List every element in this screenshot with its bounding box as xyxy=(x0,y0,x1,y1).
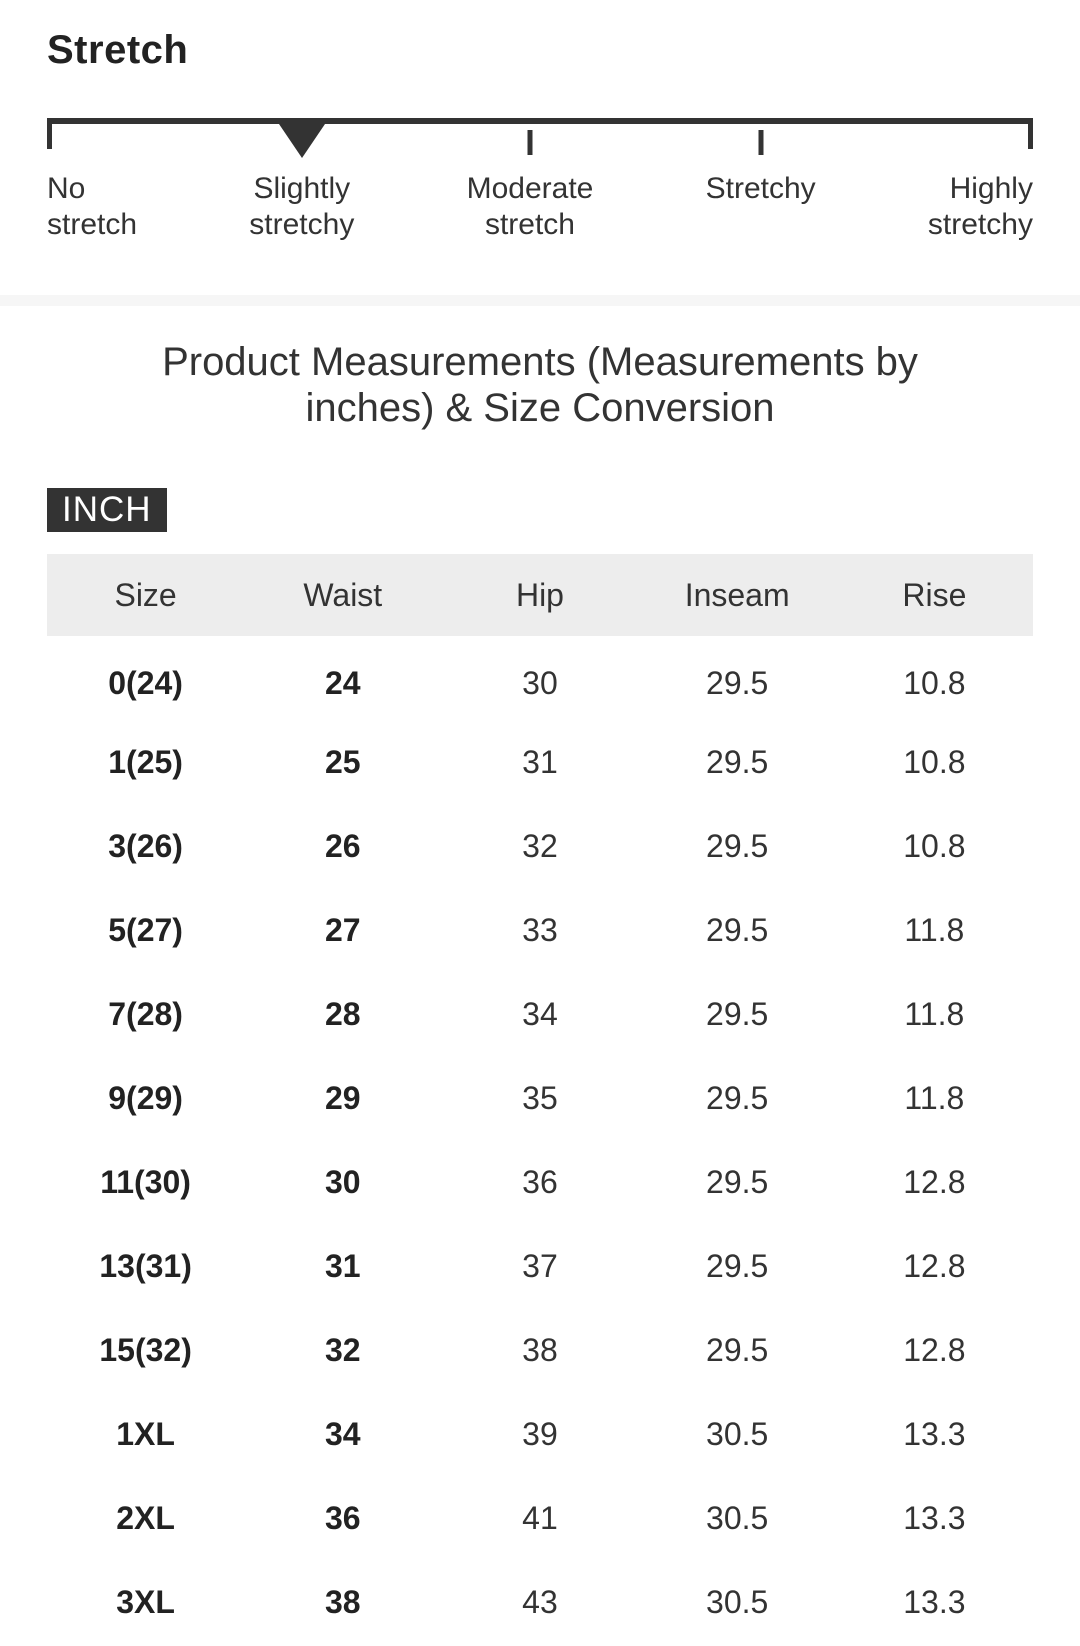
size-table-body: 0(24) 24 30 29.5 10.8 1(25) 25 31 29.5 10.8 3(26) 2… xyxy=(47,636,1033,1644)
measurement-cell: 30 xyxy=(522,664,558,701)
measurement-cell: 31 xyxy=(522,743,558,780)
stretch-heading: Stretch xyxy=(47,28,189,72)
measurement-cell: 34 xyxy=(522,995,558,1032)
size-table: Size Waist Hip Inseam Rise 0(24) 24 30 29.5 10.8… xyxy=(47,554,1033,1644)
measurement-cell: 37 xyxy=(522,1247,558,1284)
size-table-column-header: Inseam xyxy=(684,576,790,613)
measurement-cell: 24 xyxy=(324,664,361,701)
measurement-cell: 34 xyxy=(324,1415,361,1452)
measurement-cell: 12.8 xyxy=(903,1247,966,1284)
measurement-cell: 39 xyxy=(522,1415,558,1452)
measurement-cell: 38 xyxy=(324,1583,361,1620)
size-cell: 9(29) xyxy=(108,1079,183,1116)
size-table-row: 15(32) 32 38 29.5 12.8 xyxy=(47,1308,1033,1392)
measurement-cell: 31 xyxy=(324,1247,361,1284)
scale-left-end-tick xyxy=(47,118,52,149)
measurement-cell: 12.8 xyxy=(903,1163,966,1200)
measurement-cell: 11.8 xyxy=(904,1079,965,1116)
scale-right-end-tick xyxy=(1028,118,1033,149)
size-table-row: 3(26) 26 32 29.5 10.8 xyxy=(47,804,1033,888)
section-divider xyxy=(0,295,1080,306)
measurement-cell: 29.5 xyxy=(706,664,769,701)
stretch-scale: No stretch Slightly stretchy Moderate stre… xyxy=(47,118,1033,243)
size-table-row: 1XL 34 39 30.5 13.3 xyxy=(47,1392,1033,1476)
size-table-row: 0(24) 24 30 29.5 10.8 xyxy=(47,636,1033,720)
measurement-cell: 29.5 xyxy=(706,743,769,780)
size-cell: 1(25) xyxy=(108,743,183,780)
stretch-marker-triangle-icon xyxy=(278,124,325,158)
stretch-scale-bar xyxy=(47,118,1033,124)
measurement-cell: 27 xyxy=(324,911,361,948)
size-table-row: 5(27) 27 33 29.5 11.8 xyxy=(47,888,1033,972)
size-table-column-header: Rise xyxy=(902,576,967,613)
stretch-scale-labels: No stretch Slightly stretchy Moderate stre… xyxy=(47,124,1033,243)
size-table-row: 9(29) 29 35 29.5 11.8 xyxy=(47,1056,1033,1140)
stretch-section: Stretch No stretch Slightly stretchy Moder… xyxy=(0,0,1080,295)
measurement-cell: 29.5 xyxy=(706,1163,769,1200)
measurement-cell: 30.5 xyxy=(706,1415,769,1452)
measurement-cell: 10.8 xyxy=(903,827,966,864)
measurement-cell: 12.8 xyxy=(903,1331,966,1368)
measurement-cell: 13.3 xyxy=(903,1583,966,1620)
measurement-cell: 11.8 xyxy=(904,911,965,948)
measurement-cell: 30 xyxy=(324,1163,361,1200)
measurement-cell: 30.5 xyxy=(706,1583,769,1620)
stretch-level-label: No stretch xyxy=(47,172,138,241)
size-cell: 0(24) xyxy=(108,664,183,701)
measurement-cell: 43 xyxy=(522,1583,558,1620)
size-table-row: 11(30) 30 36 29.5 12.8 xyxy=(47,1140,1033,1224)
size-table-header-row: Size Waist Hip Inseam Rise xyxy=(47,554,1033,636)
size-cell: 7(28) xyxy=(108,995,183,1032)
size-guide-title: Product Measurements (Measurements by in… xyxy=(162,340,918,430)
measurement-cell: 33 xyxy=(522,911,558,948)
measurement-cell: 13.3 xyxy=(903,1499,966,1536)
measurement-cell: 32 xyxy=(522,827,558,864)
measurement-cell: 29.5 xyxy=(706,1079,769,1116)
size-table-row: 13(31) 31 37 29.5 12.8 xyxy=(47,1224,1033,1308)
measurement-cell: 29.5 xyxy=(706,1331,769,1368)
measurement-cell: 32 xyxy=(324,1331,361,1368)
size-table-row: 2XL 36 41 30.5 13.3 xyxy=(47,1476,1033,1560)
unit-inch-badge[interactable]: INCH xyxy=(47,488,167,532)
measurement-cell: 13.3 xyxy=(903,1415,966,1452)
measurement-cell: 29.5 xyxy=(706,911,769,948)
size-cell: 13(31) xyxy=(99,1247,192,1284)
measurement-cell: 25 xyxy=(324,743,361,780)
measurement-cell: 26 xyxy=(324,827,361,864)
measurement-cell: 29.5 xyxy=(706,995,769,1032)
measurement-cell: 28 xyxy=(324,995,361,1032)
measurement-cell: 29.5 xyxy=(706,827,769,864)
size-cell: 15(32) xyxy=(99,1331,192,1368)
stretch-level-label: Moderate stretch xyxy=(466,172,594,241)
measurement-cell: 38 xyxy=(522,1331,558,1368)
size-guide-section: Product Measurements (Measurements by in… xyxy=(0,339,1080,1644)
stretch-level-label: Highly stretchy xyxy=(927,172,1033,241)
measurement-cell: 41 xyxy=(522,1499,558,1536)
stretch-level-label: Slightly stretchy xyxy=(249,124,354,243)
size-table-column-header: Size xyxy=(114,576,177,613)
size-table-column-header: Hip xyxy=(515,576,564,613)
size-table-row: 7(28) 28 34 29.5 11.8 xyxy=(47,972,1033,1056)
size-cell: 3XL xyxy=(116,1583,175,1620)
measurement-cell: 10.8 xyxy=(903,743,966,780)
stretch-level-label: Stretchy xyxy=(706,171,816,243)
size-cell: 2XL xyxy=(116,1499,175,1536)
size-cell: 11(30) xyxy=(100,1163,191,1200)
measurement-cell: 35 xyxy=(522,1079,558,1116)
measurement-cell: 10.8 xyxy=(903,664,966,701)
size-table-column-header: Waist xyxy=(303,576,383,613)
size-table-row: 3XL 38 43 30.5 13.3 xyxy=(47,1560,1033,1644)
size-cell: 5(27) xyxy=(108,911,183,948)
measurement-cell: 29.5 xyxy=(706,1247,769,1284)
measurement-cell: 11.8 xyxy=(904,995,965,1032)
size-table-row: 1(25) 25 31 29.5 10.8 xyxy=(47,720,1033,804)
measurement-cell: 30.5 xyxy=(706,1499,769,1536)
measurement-cell: 36 xyxy=(324,1499,361,1536)
measurement-cell: 29 xyxy=(324,1079,361,1116)
measurement-cell: 36 xyxy=(522,1163,558,1200)
size-cell: 1XL xyxy=(116,1415,175,1452)
size-cell: 3(26) xyxy=(108,827,183,864)
